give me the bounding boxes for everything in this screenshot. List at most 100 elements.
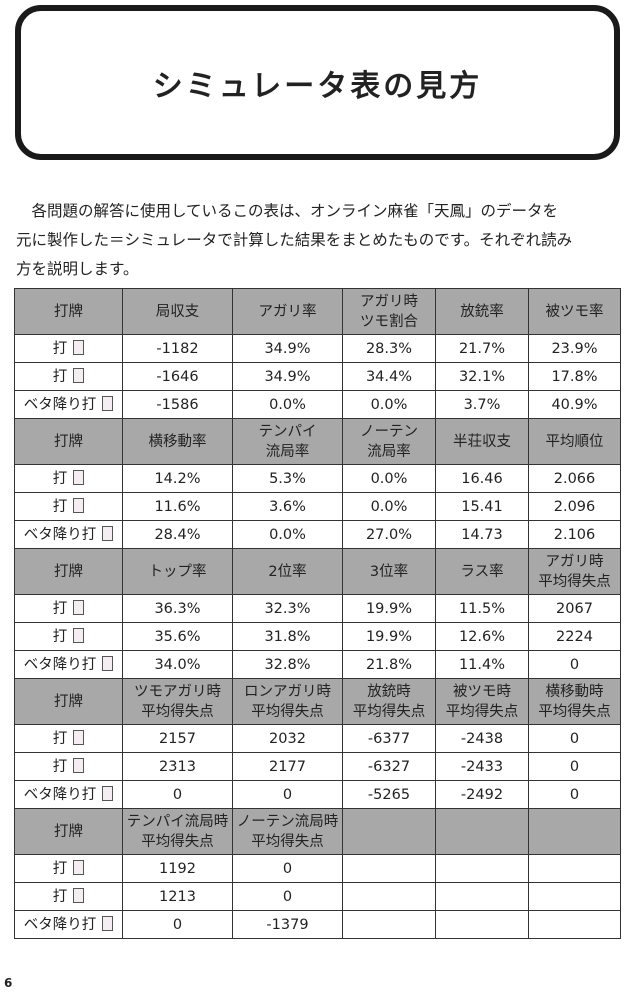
cell: 3.7% [435,390,529,419]
row-label: ベタ降り打 [23,526,97,543]
row-label: 打 [52,470,68,487]
row-label-cell: 打 [14,724,123,753]
cell: 31.8% [232,622,343,651]
row-label: 打 [52,628,68,645]
row-label-cell: 打 [14,464,123,493]
header-cell: ツモアガリ時 平均得失点 [122,678,233,725]
cell: 0 [122,910,233,939]
row-label: 打 [52,888,68,905]
row-label-cell: 打 [14,362,123,391]
tile-icon [73,729,85,745]
data-row: 打 11.6% 3.6% 0.0% 15.41 2.096 [14,492,621,521]
header-cell: ノーテン 流局率 [342,418,436,465]
header-cell: テンパイ 流局率 [232,418,343,465]
cell: -1379 [232,910,343,939]
tile-icon [73,887,85,903]
cell: 27.0% [342,520,436,549]
data-row: 打 35.6% 31.8% 19.9% 12.6% 2224 [14,622,621,651]
row-label: 打 [52,340,68,357]
cell: -5265 [342,780,436,809]
intro-line: 各問題の解答に使用しているこの表は、オンライン麻雀「天鳳」のデータを [16,202,559,220]
cell: 2157 [122,724,233,753]
row-label-cell: ベタ降り打 [14,390,123,419]
intro-line: 方を説明します。 [16,260,139,278]
tile-icon [102,525,114,541]
cell: 34.4% [342,362,436,391]
data-row: 打 -1646 34.9% 34.4% 32.1% 17.8% [14,362,621,391]
cell: 40.9% [528,390,621,419]
data-row: 打 1213 0 [14,882,621,911]
header-row: 打牌 局収支 アガリ率 アガリ時 ツモ割合 放銃率 被ツモ率 [14,288,621,335]
cell: 0 [122,780,233,809]
row-label-cell: 打 [14,882,123,911]
cell: 2224 [528,622,621,651]
header-cell: 打牌 [14,288,123,335]
row-label-cell: 打 [14,622,123,651]
cell: 0 [232,780,343,809]
cell: 19.9% [342,594,436,623]
blank-cell [342,910,436,939]
header-cell: テンパイ流局時 平均得失点 [122,808,233,855]
cell: 2032 [232,724,343,753]
cell: 16.46 [435,464,529,493]
header-cell: 被ツモ時 平均得失点 [435,678,529,725]
header-cell: トップ率 [122,548,233,595]
tile-icon [73,497,85,513]
cell: 28.4% [122,520,233,549]
cell: 14.73 [435,520,529,549]
cell: 11.4% [435,650,529,679]
row-label-cell: ベタ降り打 [14,780,123,809]
cell: 2067 [528,594,621,623]
cell: 0.0% [342,390,436,419]
cell: 21.8% [342,650,436,679]
cell: 0 [528,650,621,679]
header-row: 打牌 テンパイ流局時 平均得失点 ノーテン流局時 平均得失点 [14,808,621,855]
blank-cell [528,910,621,939]
cell: 2313 [122,752,233,781]
header-row: 打牌 横移動率 テンパイ 流局率 ノーテン 流局率 半荘収支 平均順位 [14,418,621,465]
cell: 11.6% [122,492,233,521]
cell: 11.5% [435,594,529,623]
tile-icon [102,395,114,411]
header-cell: 横移動時 平均得失点 [528,678,621,725]
row-label-cell: ベタ降り打 [14,520,123,549]
row-label: 打 [52,758,68,775]
cell: 28.3% [342,334,436,363]
cell: 2.106 [528,520,621,549]
row-label: 打 [52,860,68,877]
tile-icon [73,367,85,383]
tile-icon [102,915,114,931]
cell: 35.6% [122,622,233,651]
cell: 0.0% [342,492,436,521]
data-row: 打 14.2% 5.3% 0.0% 16.46 2.066 [14,464,621,493]
tile-icon [73,599,85,615]
tile-icon [73,859,85,875]
row-label: 打 [52,730,68,747]
cell: -6327 [342,752,436,781]
data-row: 打 -1182 34.9% 28.3% 21.7% 23.9% [14,334,621,363]
intro-line: 元に製作した＝シミュレータで計算した結果をまとめたものです。それぞれ読み [16,231,573,249]
cell: 15.41 [435,492,529,521]
data-row: 打 1192 0 [14,854,621,883]
cell: 23.9% [528,334,621,363]
blank-cell [528,808,621,855]
cell: 32.1% [435,362,529,391]
cell: 0 [232,882,343,911]
blank-cell [342,808,436,855]
data-row: 打 2313 2177 -6327 -2433 0 [14,752,621,781]
data-row: ベタ降り打 0 0 -5265 -2492 0 [14,780,621,809]
cell: 2177 [232,752,343,781]
cell: 3.6% [232,492,343,521]
intro: 各問題の解答に使用しているこの表は、オンライン麻雀「天鳳」のデータを 元に製作した… [16,197,626,284]
header-cell: 半荘収支 [435,418,529,465]
header-cell: ラス率 [435,548,529,595]
data-row: 打 36.3% 32.3% 19.9% 11.5% 2067 [14,594,621,623]
header-cell: 被ツモ率 [528,288,621,335]
cell: 32.8% [232,650,343,679]
tile-icon [73,627,85,643]
cell: 36.3% [122,594,233,623]
data-row: ベタ降り打 34.0% 32.8% 21.8% 11.4% 0 [14,650,621,679]
blank-cell [435,854,529,883]
row-label-cell: 打 [14,594,123,623]
